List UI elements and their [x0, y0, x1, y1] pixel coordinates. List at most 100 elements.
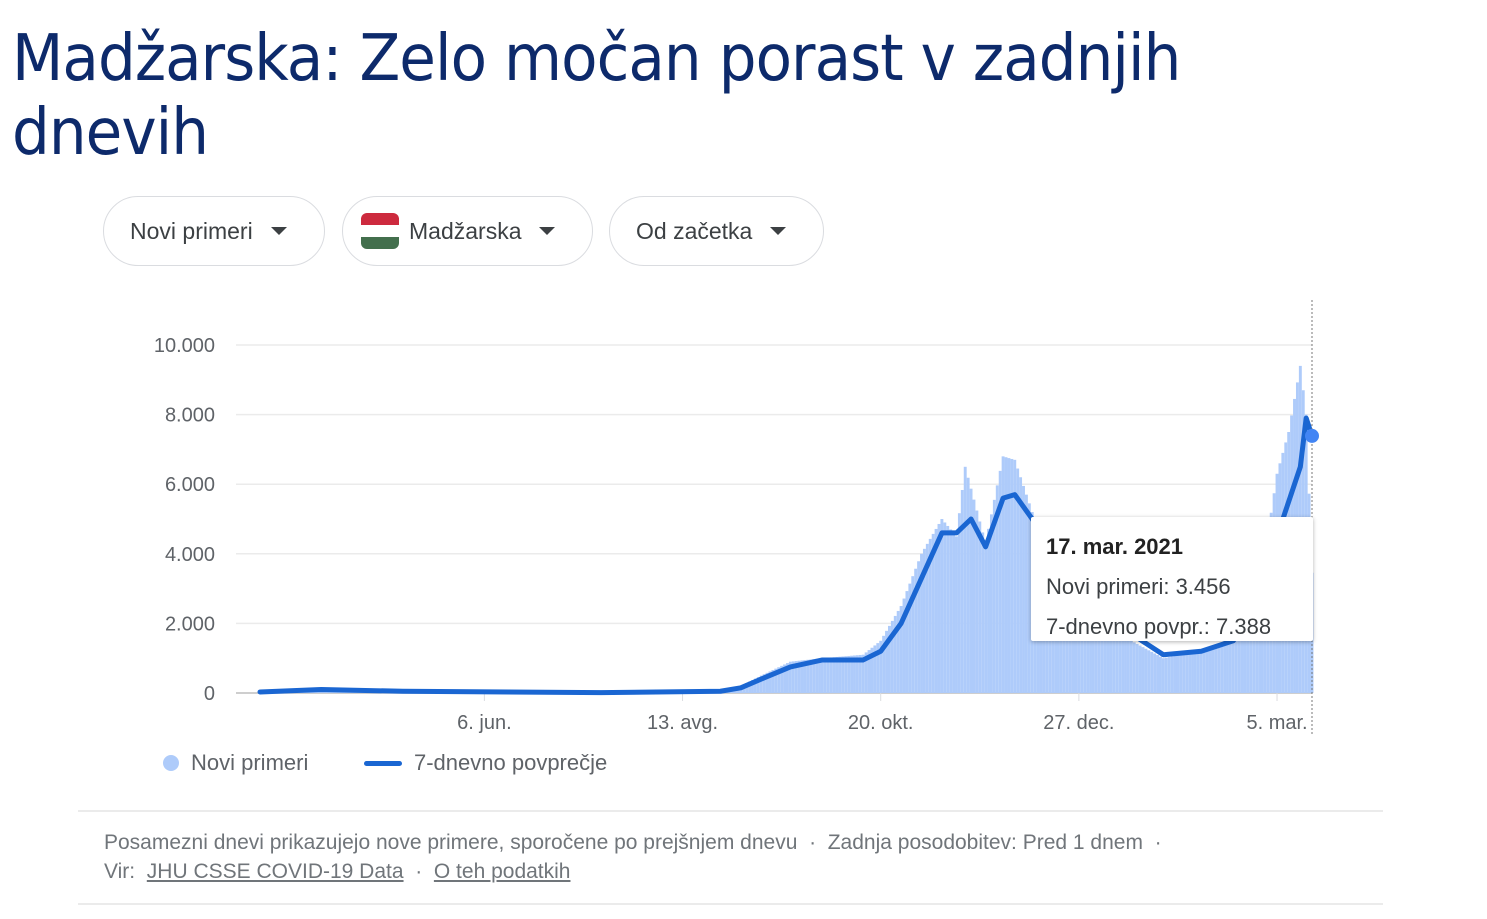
bar	[803, 660, 807, 693]
bar	[1022, 485, 1025, 693]
x-tick-label: 20. okt.	[848, 712, 914, 734]
country-dropdown[interactable]: Madžarska	[342, 196, 593, 266]
bar	[829, 657, 833, 693]
bar	[917, 561, 921, 693]
dot-icon	[163, 755, 179, 771]
bar	[1182, 654, 1186, 693]
bar	[1211, 646, 1215, 693]
bar	[1109, 623, 1113, 693]
source-label: Vir:	[104, 860, 136, 883]
bar	[899, 606, 903, 693]
bar	[1089, 603, 1092, 693]
bar	[908, 583, 912, 693]
bar	[1161, 658, 1165, 693]
bar	[937, 523, 941, 693]
legend-cases-label: Novi primeri	[191, 750, 309, 775]
bar	[1103, 618, 1107, 693]
bar	[762, 674, 766, 693]
bar	[992, 499, 996, 693]
bar	[864, 652, 868, 693]
bar	[1077, 590, 1081, 693]
bar	[826, 657, 830, 693]
bar	[1124, 635, 1127, 693]
bar	[1106, 621, 1110, 693]
bar	[887, 625, 891, 693]
range-dropdown[interactable]: Od začetka	[609, 196, 824, 266]
bar	[1083, 597, 1087, 693]
bar	[1173, 656, 1177, 693]
bar	[1150, 651, 1154, 693]
bar	[748, 681, 752, 693]
bar	[815, 658, 819, 693]
bar	[1226, 639, 1229, 693]
bar	[765, 672, 769, 693]
bar	[823, 657, 827, 693]
bar	[1240, 617, 1244, 693]
bar	[1100, 616, 1104, 693]
bar	[1153, 653, 1157, 693]
bar	[957, 513, 961, 693]
bar	[1004, 457, 1008, 693]
bar	[771, 670, 775, 693]
bar	[943, 522, 947, 693]
legend-avg: 7-dnevno povprečje	[364, 750, 607, 776]
bar	[1094, 609, 1098, 693]
bar	[914, 568, 918, 693]
chevron-down-icon	[270, 227, 287, 235]
legend-avg-label: 7-dnevno povprečje	[414, 750, 608, 775]
bar	[1147, 650, 1151, 693]
bar	[1135, 643, 1139, 693]
bar	[820, 658, 824, 693]
bar	[1138, 645, 1142, 693]
bar	[853, 655, 856, 693]
bar	[1007, 458, 1011, 693]
metric-dropdown[interactable]: Novi primeri	[103, 196, 325, 266]
bar	[931, 533, 935, 693]
chart-tooltip: 17. mar. 2021 Novi primeri: 3.456 7-dnev…	[1031, 517, 1313, 641]
y-tick-label: 8.000	[165, 405, 215, 427]
bar	[835, 656, 839, 693]
y-tick-label: 10.000	[154, 335, 215, 357]
bar	[1237, 624, 1241, 693]
y-tick-label: 4.000	[165, 544, 215, 566]
bar	[777, 667, 781, 693]
hover-point	[1305, 428, 1319, 443]
about-data-link[interactable]: O teh podatkih	[433, 860, 571, 883]
bar	[1208, 647, 1212, 693]
legend-cases: Novi primeri	[163, 750, 308, 776]
bar	[855, 655, 859, 693]
bar	[797, 660, 801, 693]
country-label: Madžarska	[409, 217, 522, 244]
bar	[1214, 644, 1218, 693]
bar	[1115, 628, 1119, 693]
bar	[1112, 626, 1116, 693]
bar	[893, 615, 897, 693]
bar	[902, 598, 906, 693]
bar	[940, 519, 944, 693]
bar	[1027, 503, 1031, 693]
metric-label: Novi primeri	[130, 217, 253, 244]
bar	[838, 656, 842, 693]
x-tick-label: 27. dec.	[1043, 712, 1114, 734]
bar	[1252, 591, 1256, 693]
bar	[756, 677, 760, 693]
bar	[952, 532, 956, 693]
bar	[1193, 652, 1197, 693]
bar	[920, 553, 923, 693]
bar	[818, 658, 821, 693]
bar	[850, 655, 854, 693]
bar	[1246, 604, 1250, 693]
bar	[969, 488, 973, 693]
bar	[1249, 597, 1253, 693]
bar	[1019, 477, 1023, 693]
bar	[861, 654, 865, 693]
bar	[1217, 643, 1221, 693]
bar	[998, 470, 1002, 693]
bar	[1080, 593, 1084, 693]
bar	[1196, 651, 1200, 693]
source-link[interactable]: JHU CSSE COVID-19 Data	[146, 860, 404, 883]
bar	[768, 671, 772, 693]
separator: ·	[415, 860, 423, 883]
bar	[1121, 633, 1125, 693]
